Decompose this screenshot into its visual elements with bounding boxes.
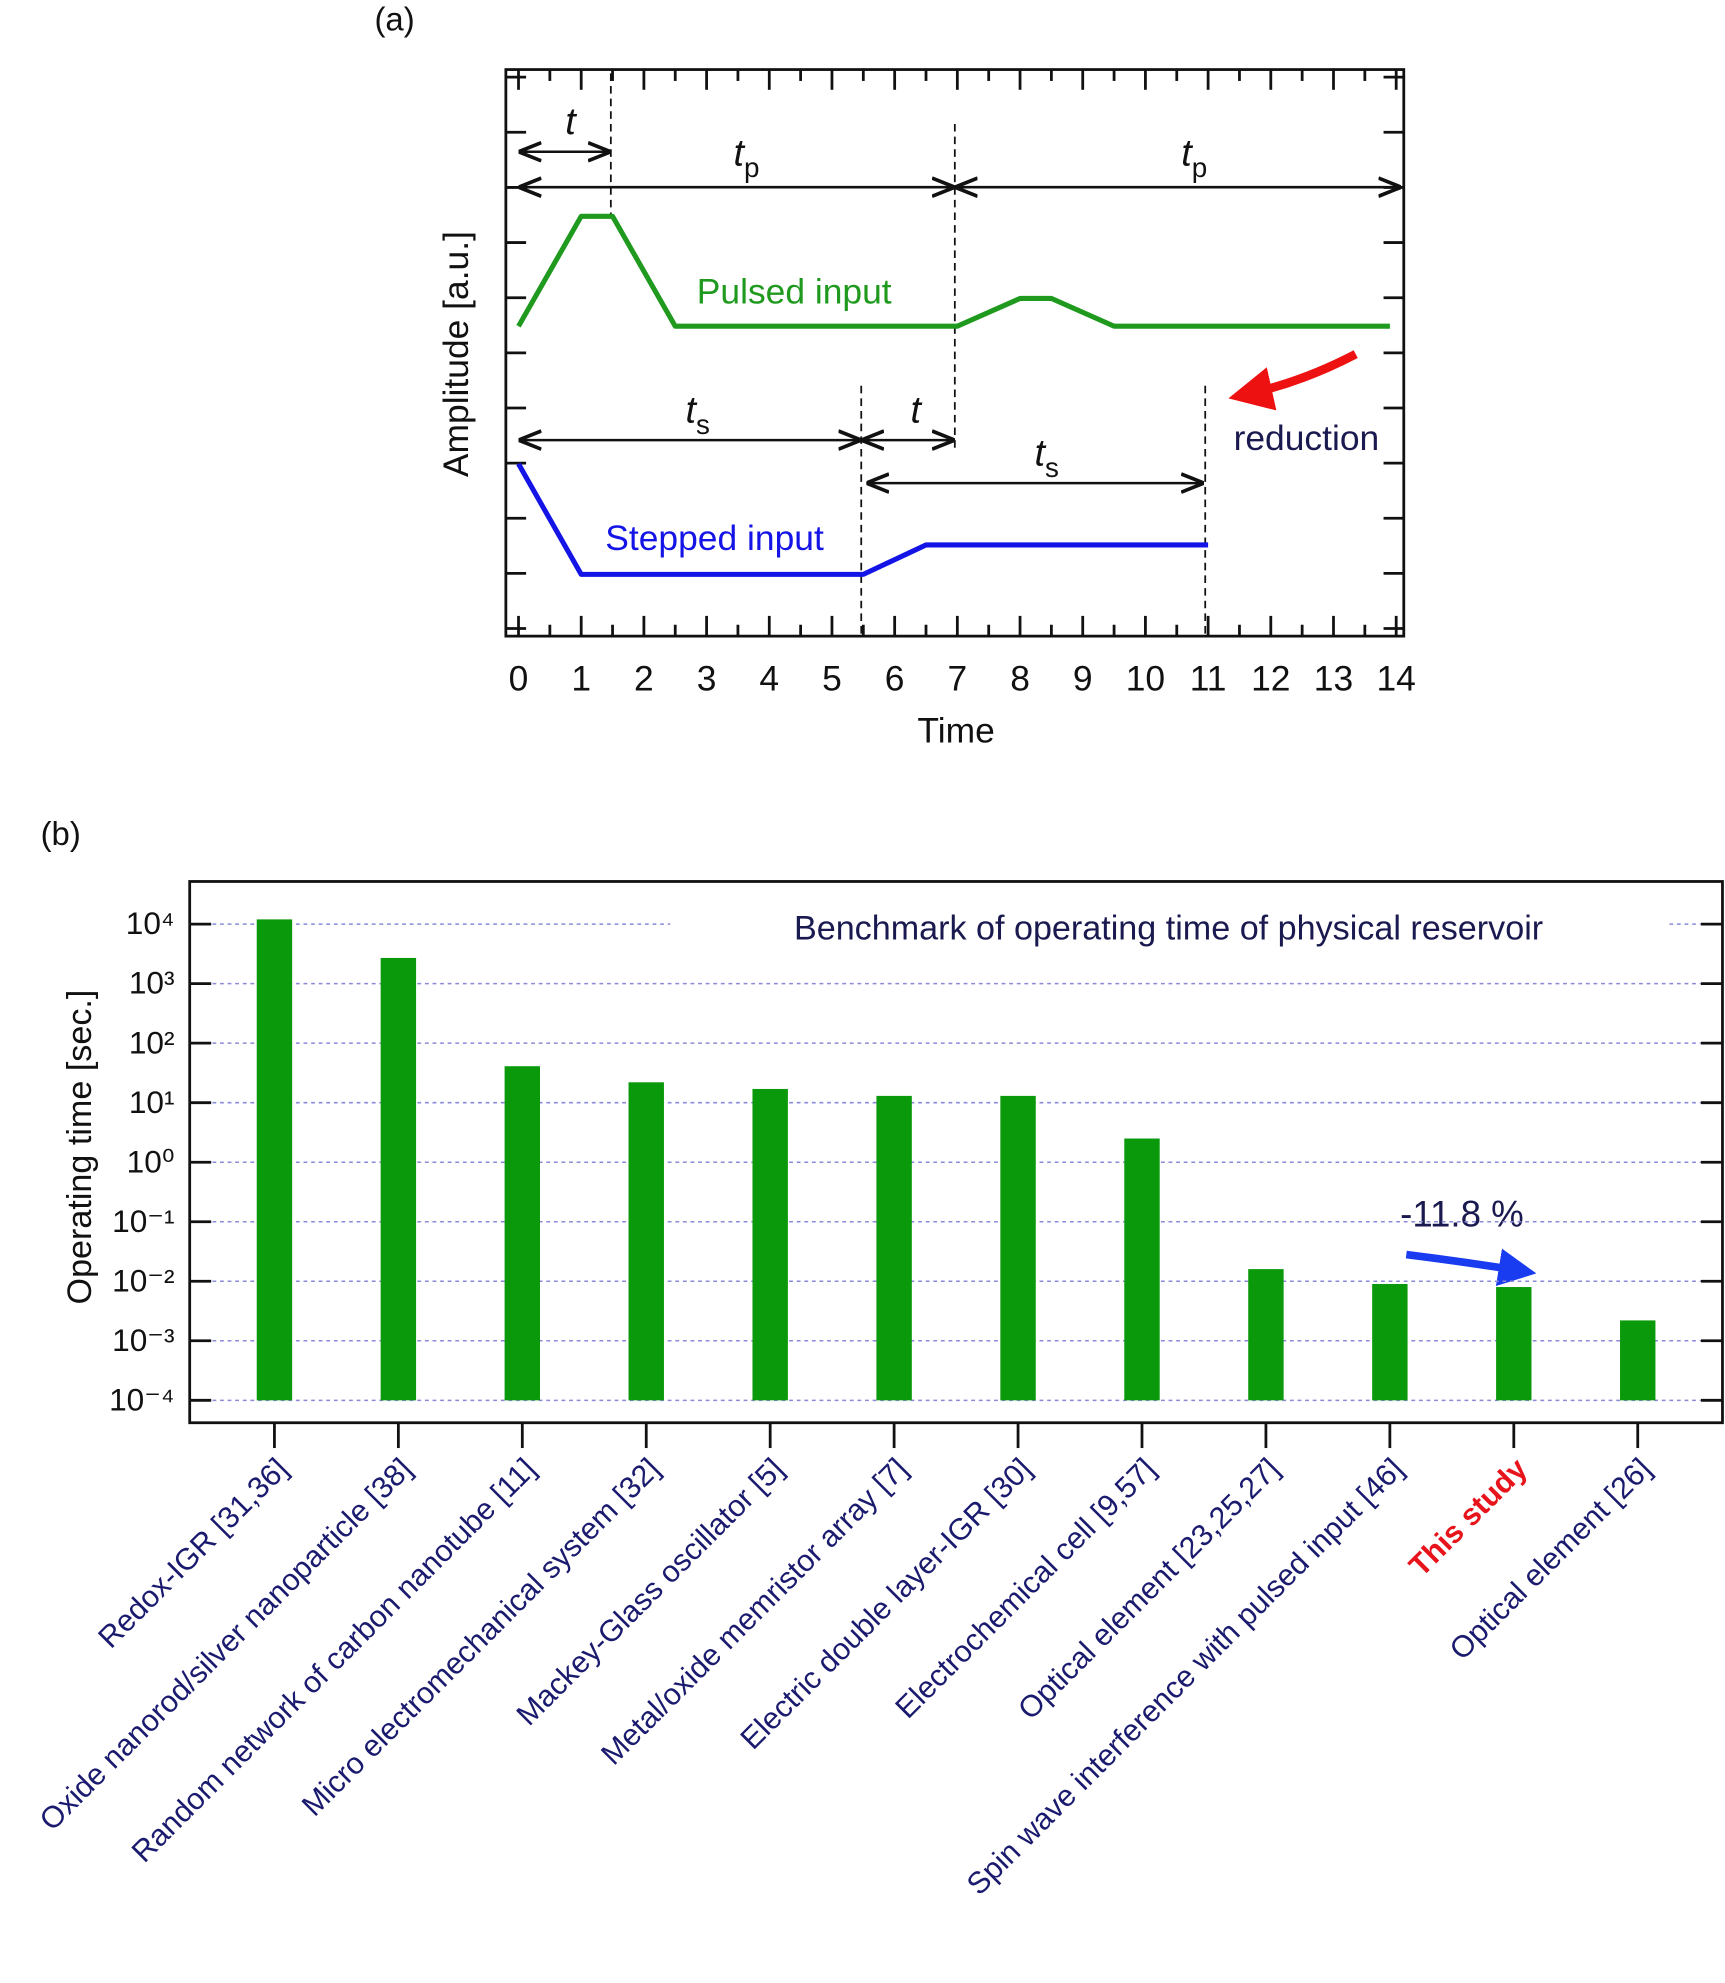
y-tick-label: 10⁻¹	[112, 1203, 174, 1239]
bar	[380, 957, 417, 1401]
interval-arrows	[518, 152, 1402, 483]
y-tick-label: 10⁰	[127, 1143, 175, 1179]
series-line	[516, 462, 1209, 577]
bar	[1000, 1095, 1036, 1401]
interval-label: t	[565, 101, 577, 143]
y-tick-label: 10²	[129, 1024, 175, 1060]
bar	[256, 919, 293, 1401]
plot-frame	[188, 880, 1724, 1425]
y-tick-label: 10⁻⁴	[109, 1381, 174, 1417]
interval-label-main: t	[565, 101, 577, 143]
x-tick-label: 1	[571, 659, 591, 699]
series-label: Pulsed input	[697, 272, 892, 312]
annotation: reduction	[1234, 418, 1380, 458]
x-tick-label: 9	[1073, 659, 1093, 699]
y-axis-label: Amplitude [a.u.]	[436, 231, 476, 477]
interval-label-main: t	[1181, 133, 1193, 175]
bar	[1620, 1320, 1656, 1401]
x-tick-label: Optical element [23,25,27]	[1012, 1452, 1286, 1726]
x-tick-label: 4	[759, 659, 779, 699]
x-tick-label: Electrochemical cell [9,57]	[890, 1452, 1163, 1725]
y-tick-label: 10⁻²	[112, 1262, 174, 1298]
series-line	[516, 213, 1390, 329]
annotation: -11.8 %	[1400, 1194, 1524, 1235]
interval-label-sub: p	[1192, 152, 1207, 183]
y-tick-label: 10³	[129, 965, 175, 1001]
x-tick-label: 7	[947, 659, 967, 699]
x-tick-label: 0	[509, 659, 529, 699]
x-tick-label: Mackey-Glass oscillator [5]	[511, 1452, 791, 1732]
x-tick-label: 10	[1126, 659, 1165, 699]
interval-label: ts	[685, 389, 709, 439]
interval-label-sub: s	[696, 409, 710, 440]
y-tick-label: 10⁻³	[112, 1322, 174, 1358]
x-tick-label: 2	[634, 659, 654, 699]
bar	[628, 1082, 664, 1401]
interval-label-sub: p	[744, 152, 759, 183]
x-tick-label: This study	[1403, 1452, 1534, 1583]
reduction-arrow	[1228, 350, 1358, 411]
interval-label: tp	[1181, 133, 1207, 183]
x-tick-label: 3	[697, 659, 717, 699]
y-tick-label: 10¹	[129, 1084, 175, 1120]
x-tick-label: 8	[1010, 659, 1030, 699]
x-tick-label: 6	[885, 659, 905, 699]
chart-title: Benchmark of operating time of physical …	[794, 910, 1543, 948]
panel-label: (a)	[374, 0, 414, 37]
bar	[1372, 1283, 1408, 1401]
x-tick-label: 13	[1314, 659, 1353, 699]
bar	[1496, 1287, 1532, 1401]
interval-label-sub: s	[1045, 452, 1059, 483]
bar	[504, 1066, 541, 1401]
interval-label-main: t	[685, 389, 697, 431]
bar	[876, 1095, 912, 1401]
change-arrow	[1405, 1248, 1537, 1287]
interval-label-main: t	[1034, 432, 1046, 474]
x-axis-label: Time	[917, 710, 994, 750]
y-axis-label: Operating time [sec.]	[61, 990, 99, 1305]
x-tick-label: 14	[1376, 659, 1415, 699]
x-tick-label: 12	[1251, 659, 1290, 699]
x-tick-label: 11	[1190, 659, 1227, 699]
interval-label: t	[911, 389, 923, 431]
panel-label: (b)	[41, 815, 81, 852]
interval-label-main: t	[734, 133, 746, 175]
x-tick-label: 5	[822, 659, 842, 699]
interval-label-main: t	[911, 389, 923, 431]
y-tick-label: 10⁴	[126, 905, 175, 941]
x-tick-label: Optical element [26]	[1444, 1452, 1658, 1666]
bar	[1124, 1138, 1160, 1401]
interval-label: ts	[1034, 432, 1058, 482]
bar	[1248, 1269, 1284, 1401]
series-label: Stepped input	[605, 518, 824, 558]
bar	[752, 1088, 788, 1401]
title-backing	[670, 900, 1670, 952]
x-tick-label: Spin wave interference with pulsed input…	[961, 1452, 1410, 1901]
panel-b: (b) Operating time [sec.] -11.8 % 10⁻⁴ 10…	[34, 815, 1724, 1902]
interval-label: tp	[734, 133, 760, 183]
